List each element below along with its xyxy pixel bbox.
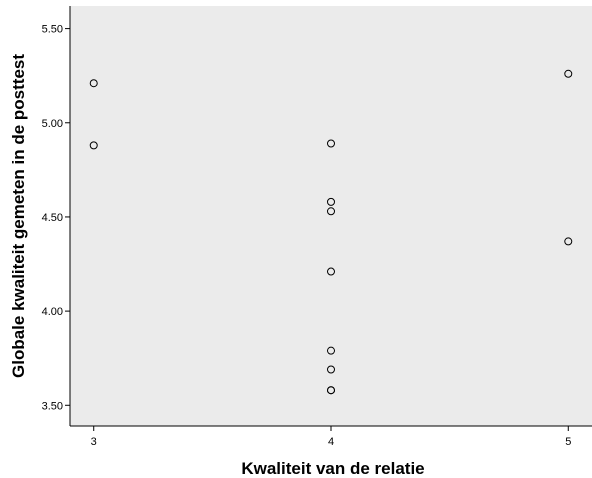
data-point <box>327 365 335 374</box>
data-point <box>327 267 335 276</box>
y-tick-label: 4.50 <box>42 212 63 224</box>
data-point <box>89 79 98 88</box>
data-points <box>89 69 573 395</box>
x-tick-label: 5 <box>565 436 571 448</box>
data-point <box>327 207 335 216</box>
y-tick-label: 5.50 <box>42 24 63 36</box>
y-tick-label: 4.00 <box>42 306 63 318</box>
y-axis-title: Globale kwaliteit gemeten in de posttest <box>9 54 28 378</box>
y-axis: 3.50 4.00 4.50 5.00 5.50 <box>42 6 71 426</box>
data-point <box>564 237 573 246</box>
x-tick-label: 4 <box>328 436 334 448</box>
data-point <box>327 346 335 355</box>
data-point <box>327 139 335 148</box>
data-point <box>327 386 335 395</box>
data-point <box>89 141 98 150</box>
plot-area <box>70 6 592 426</box>
y-tick-label: 5.00 <box>42 118 63 130</box>
y-tick-label: 3.50 <box>42 400 63 412</box>
x-tick-label: 3 <box>91 436 97 448</box>
data-point <box>327 197 335 206</box>
data-point <box>564 69 573 78</box>
x-axis: 3 4 5 <box>70 425 592 448</box>
x-axis-title: Kwaliteit van de relatie <box>241 459 424 478</box>
